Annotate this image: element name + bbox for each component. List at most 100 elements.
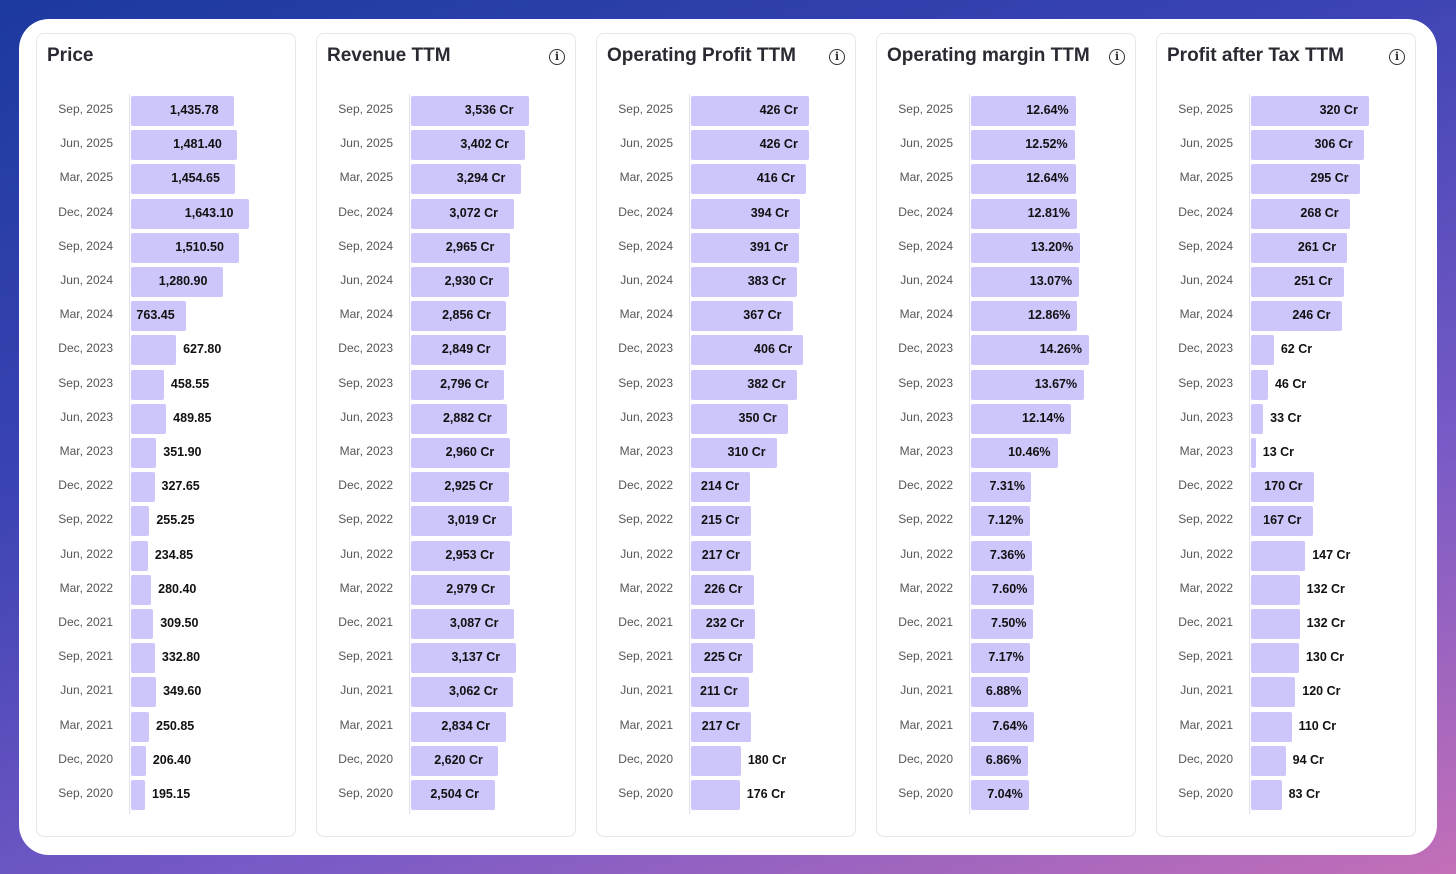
bar[interactable] — [411, 232, 510, 263]
bar[interactable] — [1251, 677, 1296, 708]
bar[interactable] — [411, 677, 514, 708]
bar[interactable] — [131, 369, 164, 400]
bar[interactable] — [1251, 540, 1306, 571]
bar[interactable] — [691, 232, 800, 263]
info-icon[interactable]: i — [829, 49, 845, 65]
bar[interactable] — [1251, 711, 1292, 742]
bar[interactable] — [971, 198, 1077, 229]
bar[interactable] — [411, 540, 510, 571]
bar[interactable] — [691, 472, 751, 503]
bar[interactable] — [691, 438, 777, 468]
bar[interactable] — [131, 164, 236, 195]
bar[interactable] — [131, 472, 155, 503]
bar[interactable] — [131, 609, 154, 639]
bar[interactable] — [691, 267, 798, 297]
bar[interactable] — [691, 96, 809, 126]
bar[interactable] — [411, 711, 506, 742]
bar[interactable] — [971, 677, 1028, 708]
bar[interactable] — [1251, 96, 1369, 126]
bar[interactable] — [971, 643, 1031, 674]
bar[interactable] — [1251, 403, 1264, 434]
bar[interactable] — [131, 780, 145, 810]
bar[interactable] — [1251, 609, 1300, 639]
bar[interactable] — [1251, 164, 1360, 195]
bar[interactable] — [411, 745, 499, 776]
info-icon[interactable]: i — [549, 49, 565, 65]
bar[interactable] — [411, 403, 508, 434]
bar[interactable] — [691, 540, 752, 571]
bar[interactable] — [971, 164, 1076, 195]
bar[interactable] — [691, 130, 809, 161]
bar[interactable] — [131, 506, 150, 537]
bar[interactable] — [1251, 472, 1314, 503]
bar[interactable] — [1251, 301, 1342, 332]
bar[interactable] — [131, 403, 167, 434]
bar[interactable] — [691, 780, 740, 810]
info-icon[interactable]: i — [1109, 49, 1125, 65]
bar[interactable] — [691, 745, 741, 776]
bar[interactable] — [131, 574, 152, 605]
bar[interactable] — [691, 164, 807, 195]
bar[interactable] — [411, 574, 511, 605]
bar[interactable] — [131, 677, 157, 708]
bar[interactable] — [411, 301, 507, 332]
bar[interactable] — [131, 335, 177, 366]
bar[interactable] — [691, 643, 754, 674]
bar[interactable] — [411, 130, 525, 161]
bar[interactable] — [971, 301, 1078, 332]
bar[interactable] — [971, 506, 1030, 537]
bar[interactable] — [691, 335, 804, 366]
bar[interactable] — [971, 96, 1076, 126]
bar[interactable] — [691, 711, 752, 742]
bar[interactable] — [1251, 745, 1286, 776]
bar[interactable] — [971, 335, 1089, 366]
bar[interactable] — [411, 369, 505, 400]
bar[interactable] — [131, 232, 240, 263]
bar[interactable] — [691, 403, 788, 434]
bar[interactable] — [971, 472, 1032, 503]
bar[interactable] — [411, 609, 515, 639]
bar[interactable] — [411, 472, 509, 503]
bar[interactable] — [691, 369, 797, 400]
bar[interactable] — [971, 574, 1034, 605]
bar[interactable] — [1251, 267, 1344, 297]
bar[interactable] — [691, 301, 793, 332]
bar[interactable] — [691, 677, 750, 708]
bar[interactable] — [411, 438, 510, 468]
bar[interactable] — [1251, 506, 1313, 537]
bar[interactable] — [411, 164, 521, 195]
bar[interactable] — [1251, 643, 1299, 674]
bar[interactable] — [691, 506, 751, 537]
bar[interactable] — [1251, 369, 1268, 400]
bar[interactable] — [971, 438, 1058, 468]
bar[interactable] — [131, 130, 238, 161]
info-icon[interactable]: i — [1389, 49, 1405, 65]
bar[interactable] — [411, 335, 507, 366]
bar[interactable] — [411, 780, 495, 810]
bar[interactable] — [691, 609, 756, 639]
bar[interactable] — [131, 540, 148, 571]
bar[interactable] — [131, 711, 149, 742]
bar[interactable] — [971, 711, 1035, 742]
bar[interactable] — [411, 643, 516, 674]
bar[interactable] — [971, 540, 1032, 571]
bar[interactable] — [971, 130, 1075, 161]
bar[interactable] — [1251, 574, 1300, 605]
bar[interactable] — [411, 267, 509, 297]
bar[interactable] — [1251, 130, 1364, 161]
bar[interactable] — [971, 403, 1072, 434]
bar[interactable] — [971, 609, 1034, 639]
bar[interactable] — [131, 301, 186, 332]
bar[interactable] — [971, 780, 1030, 810]
bar[interactable] — [971, 369, 1085, 400]
bar[interactable] — [131, 198, 249, 229]
bar[interactable] — [971, 745, 1028, 776]
bar[interactable] — [1251, 438, 1256, 468]
bar[interactable] — [411, 506, 512, 537]
bar[interactable] — [131, 96, 235, 126]
bar[interactable] — [411, 96, 529, 126]
bar[interactable] — [691, 198, 801, 229]
bar[interactable] — [131, 643, 155, 674]
bar[interactable] — [1251, 335, 1274, 366]
bar[interactable] — [1251, 780, 1282, 810]
